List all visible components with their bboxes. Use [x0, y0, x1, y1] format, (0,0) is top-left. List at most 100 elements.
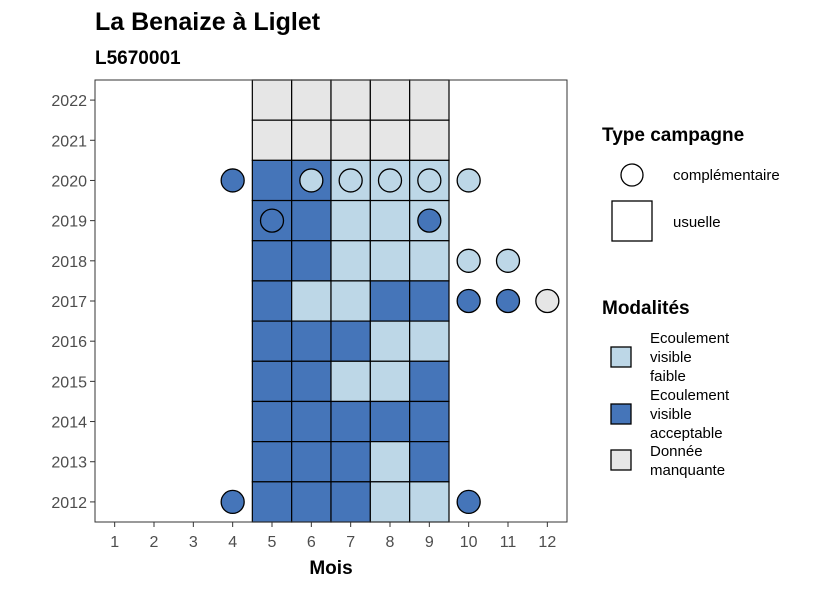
cell-2013-6 [291, 441, 332, 483]
y-tick-label: 2021 [51, 133, 87, 150]
x-tick-label: 8 [386, 534, 395, 551]
point-2019-5 [259, 208, 285, 233]
x-tick-label: 9 [425, 534, 434, 551]
x-tick-label: 1 [110, 534, 119, 551]
cell-2012-5 [251, 481, 293, 523]
complementaire-points [220, 168, 560, 515]
point-2018-10 [456, 248, 481, 273]
cell-2018-8 [369, 240, 411, 282]
cell-2019-8 [369, 199, 411, 242]
cell-2013-5 [251, 441, 293, 483]
cell-2020-5 [251, 159, 293, 202]
x-tick-label: 11 [500, 534, 517, 551]
cell-2012-7 [330, 481, 371, 523]
point-2019-9 [417, 208, 442, 233]
cell-2017-7 [330, 280, 371, 322]
x-tick-label: 2 [150, 534, 159, 551]
y-axis: 2012 2013 2014 2015 2016 2017 2018 2019 2020 2021… [51, 93, 95, 512]
cell-2013-9 [409, 441, 450, 483]
cell-2014-9 [409, 400, 450, 443]
point-2020-7 [338, 168, 363, 193]
cell-2022-7 [330, 79, 371, 121]
cell-2018-5 [251, 240, 293, 282]
cell-2017-9 [409, 280, 450, 322]
x-tick-label: 6 [307, 534, 316, 551]
point-2018-11 [495, 248, 521, 273]
cell-2015-9 [409, 360, 450, 403]
cell-2013-8 [369, 441, 411, 483]
y-tick-label: 2020 [51, 173, 87, 190]
point-2020-9 [417, 168, 442, 193]
x-tick-label: 12 [538, 534, 556, 551]
y-tick-label: 2015 [51, 374, 87, 391]
legend-label-complementaire: complémentaire [673, 167, 780, 184]
legend-key-acceptable [610, 403, 632, 425]
cell-2017-5 [251, 280, 293, 322]
cell-2021-8 [369, 119, 411, 161]
cell-2014-5 [251, 400, 293, 443]
cell-2018-9 [409, 240, 450, 282]
cell-2018-6 [291, 240, 332, 282]
legend-label-manquante: Donnée manquante [650, 443, 725, 479]
cell-2021-7 [330, 119, 371, 161]
cell-2022-9 [409, 79, 450, 121]
chart-subtitle: L5670001 [95, 48, 181, 69]
legend-square-key [611, 200, 653, 242]
cell-2017-8 [369, 280, 411, 322]
cell-2018-7 [330, 240, 371, 282]
cell-2013-7 [330, 441, 371, 483]
cell-2016-8 [369, 320, 411, 362]
x-axis-title: Mois [309, 558, 352, 579]
point-2020-4 [220, 168, 245, 193]
cell-2017-6 [291, 280, 332, 322]
cell-2021-9 [409, 119, 450, 161]
cell-2016-7 [330, 320, 371, 362]
usuelle-cells [251, 79, 450, 523]
cell-2021-6 [291, 119, 332, 161]
cell-2012-6 [291, 481, 332, 523]
cell-2016-5 [251, 320, 293, 362]
cell-2014-6 [291, 400, 332, 443]
point-2020-6 [299, 168, 324, 193]
point-2012-4 [220, 489, 245, 515]
legend-circle-key [620, 163, 644, 187]
point-2017-11 [495, 288, 521, 314]
legend-label-faible: Ecoulement visible faible [650, 330, 730, 385]
y-tick-label: 2016 [51, 334, 87, 351]
y-tick-label: 2014 [51, 415, 87, 432]
point-2012-10 [456, 489, 481, 515]
point-2017-10 [456, 288, 481, 314]
x-tick-label: 7 [346, 534, 355, 551]
x-axis: 1 2 3 4 5 6 7 8 9 10 11 12 [110, 522, 556, 551]
x-tick-label: 5 [268, 534, 277, 551]
legend-shape-title: Type campagne [602, 125, 744, 146]
cell-2016-9 [409, 320, 450, 362]
legend-key-faible [610, 346, 632, 368]
cell-2015-6 [291, 360, 332, 403]
point-2020-10 [456, 168, 481, 193]
chart-title: La Benaize à Liglet [95, 8, 321, 36]
y-tick-label: 2013 [51, 455, 87, 472]
cell-2019-7 [330, 199, 371, 242]
y-tick-label: 2018 [51, 254, 87, 271]
x-tick-label: 4 [228, 534, 237, 551]
cell-2014-7 [330, 400, 371, 443]
legend-fill-title: Modalités [602, 298, 690, 319]
x-tick-label: 10 [460, 534, 478, 551]
cell-2012-8 [369, 481, 411, 523]
cell-2015-5 [251, 360, 293, 403]
cell-2019-6 [291, 199, 332, 242]
point-2017-12 [535, 288, 560, 314]
point-2020-8 [377, 168, 403, 193]
y-tick-label: 2017 [51, 294, 87, 311]
cell-2022-8 [369, 79, 411, 121]
cell-2022-6 [291, 79, 332, 121]
cell-2015-7 [330, 360, 371, 403]
cell-2015-8 [369, 360, 411, 403]
y-tick-label: 2022 [51, 93, 87, 110]
x-tick-label: 3 [189, 534, 198, 551]
y-tick-label: 2019 [51, 214, 87, 231]
cell-2014-8 [369, 400, 411, 443]
